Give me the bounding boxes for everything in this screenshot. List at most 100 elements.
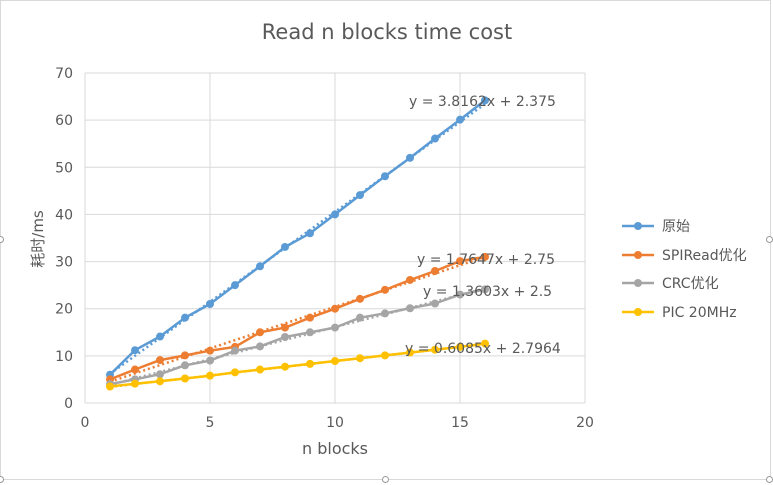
data-point xyxy=(206,300,214,308)
data-point xyxy=(431,345,439,354)
data-point xyxy=(131,346,139,355)
data-point xyxy=(231,346,239,355)
data-point xyxy=(256,342,264,351)
data-point xyxy=(281,362,289,371)
x-tick-label: 15 xyxy=(451,415,469,431)
x-tick-label: 0 xyxy=(81,415,90,431)
data-point xyxy=(456,115,464,124)
resize-handle-left[interactable] xyxy=(0,236,4,243)
x-tick-label: 20 xyxy=(576,415,594,431)
y-tick-label: 40 xyxy=(55,207,73,223)
data-point xyxy=(381,172,389,181)
trendline-equation: y = 1.3603x + 2.5 xyxy=(423,284,552,300)
trendline-equation: y = 0.6085x + 2.7964 xyxy=(405,341,561,357)
data-point xyxy=(431,267,439,275)
data-point xyxy=(406,348,414,357)
data-point xyxy=(106,382,114,391)
data-point xyxy=(256,365,264,374)
data-point xyxy=(281,242,289,251)
data-point xyxy=(156,377,164,386)
legend-marker xyxy=(634,222,642,230)
data-point xyxy=(156,332,164,341)
data-point xyxy=(356,191,364,200)
data-point xyxy=(181,361,189,370)
data-point xyxy=(481,252,489,261)
series-line xyxy=(109,288,486,386)
data-point xyxy=(131,365,139,374)
y-axis-label: 耗时/ms xyxy=(29,210,47,268)
data-point xyxy=(331,304,339,313)
data-point xyxy=(181,374,189,383)
data-point xyxy=(281,323,289,332)
data-point xyxy=(206,371,214,380)
data-point xyxy=(231,368,239,377)
data-point xyxy=(431,299,439,308)
series-lines xyxy=(109,99,486,388)
y-tick-label: 30 xyxy=(55,255,73,271)
x-axis-label: n blocks xyxy=(302,439,368,458)
data-point xyxy=(381,351,389,360)
data-point xyxy=(331,357,339,366)
legend-marker xyxy=(634,308,642,316)
data-point xyxy=(231,281,239,290)
data-point xyxy=(306,328,314,337)
trendline-equations: y = 3.8162x + 2.375 y = 1.7647x + 2.75 y =… xyxy=(405,94,561,357)
data-point xyxy=(131,379,139,388)
legend-marker xyxy=(634,279,642,287)
legend: 原始 SPIRead优化 CRC优化 PIC 20MHz xyxy=(622,219,747,321)
data-point xyxy=(306,229,314,238)
trendline-equation: y = 1.7647x + 2.75 xyxy=(417,252,555,268)
data-point xyxy=(481,96,489,105)
series-line xyxy=(109,255,486,381)
y-tick-label: 20 xyxy=(55,302,73,318)
trendline-equation: y = 3.8162x + 2.375 xyxy=(409,94,556,110)
data-point xyxy=(331,210,339,219)
data-point xyxy=(256,262,264,271)
data-point xyxy=(381,309,389,318)
data-point xyxy=(456,290,464,299)
y-tick-label: 50 xyxy=(55,160,73,176)
trendline xyxy=(109,255,486,383)
data-point xyxy=(181,313,189,322)
data-point xyxy=(406,153,414,162)
data-point xyxy=(406,304,414,313)
data-point xyxy=(156,356,164,365)
data-point xyxy=(481,339,489,348)
y-tick-label: 60 xyxy=(55,113,73,129)
legend-label: 原始 xyxy=(662,219,690,235)
data-point xyxy=(456,257,464,266)
chart-title: Read n blocks time cost xyxy=(262,20,512,44)
y-tick-label: 0 xyxy=(64,396,73,412)
resize-handle-right[interactable] xyxy=(766,236,773,243)
data-point xyxy=(306,313,314,322)
data-point xyxy=(456,342,464,351)
series-points xyxy=(106,96,489,391)
legend-label: CRC优化 xyxy=(662,276,719,292)
data-point xyxy=(356,313,364,322)
x-tick-label: 5 xyxy=(206,415,215,431)
data-point xyxy=(406,275,414,284)
tick-labels: 0 10 20 30 40 50 60 70 0 5 10 15 20 xyxy=(55,66,594,431)
trendline xyxy=(109,287,486,387)
legend-marker xyxy=(634,251,642,259)
data-point xyxy=(356,294,364,303)
data-point xyxy=(306,359,314,368)
data-point xyxy=(156,370,164,379)
series-line xyxy=(109,99,486,376)
data-point xyxy=(331,323,339,332)
data-point xyxy=(206,346,214,355)
legend-label: SPIRead优化 xyxy=(662,248,747,264)
data-point xyxy=(381,285,389,294)
y-tick-label: 10 xyxy=(55,349,73,365)
data-point xyxy=(481,285,489,294)
data-point xyxy=(431,134,439,143)
data-point xyxy=(256,328,264,337)
data-point xyxy=(281,333,289,341)
y-tick-label: 70 xyxy=(55,66,73,82)
x-tick-label: 10 xyxy=(326,415,344,431)
legend-label: PIC 20MHz xyxy=(662,305,737,321)
data-point xyxy=(181,351,189,360)
data-point xyxy=(206,356,214,365)
